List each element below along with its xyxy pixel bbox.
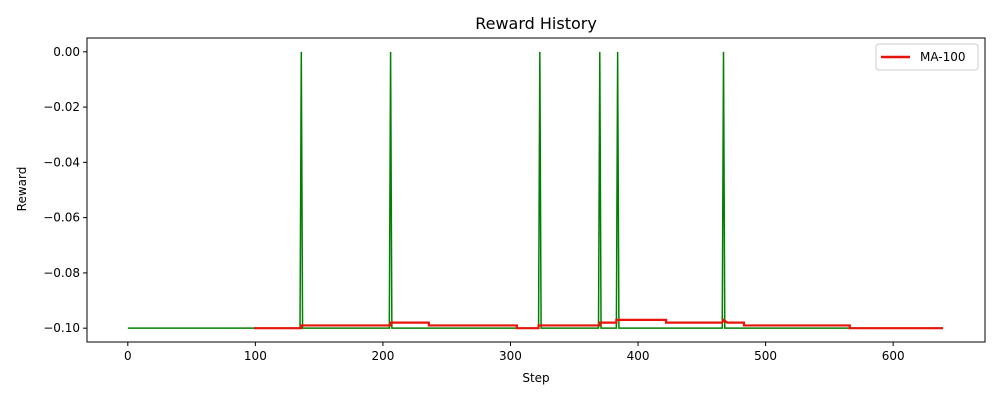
y-tick-label: 0.00 [53,45,80,59]
y-axis: 0.00 −0.02 −0.04 −0.06 −0.08 −0.10 [43,45,87,335]
series-line-ma-100 [254,318,943,330]
legend-box [875,43,979,71]
y-tick-label: −0.04 [43,155,80,169]
x-axis: 0 100 200 300 400 500 600 [124,342,905,363]
y-tick-label: −0.02 [43,100,80,114]
plot-area [86,37,986,343]
x-tick-label: 0 [124,349,132,363]
x-tick-label: 200 [371,349,394,363]
plot-frame [86,37,986,343]
legend: MA-100 [875,43,979,71]
y-tick-label: −0.06 [43,211,80,225]
y-axis-label: Reward [15,167,29,212]
y-tick-label: −0.08 [43,266,80,280]
x-tick-label: 600 [882,349,905,363]
legend-label-ma-100: MA-100 [920,50,966,64]
chart-title: Reward History [475,14,597,33]
x-tick-label: 100 [244,349,267,363]
series-line-1 [127,51,943,329]
x-tick-label: 300 [499,349,522,363]
y-tick-label: −0.10 [43,321,80,335]
x-axis-label: Step [522,371,549,385]
x-tick-label: 400 [627,349,650,363]
x-tick-label: 500 [754,349,777,363]
